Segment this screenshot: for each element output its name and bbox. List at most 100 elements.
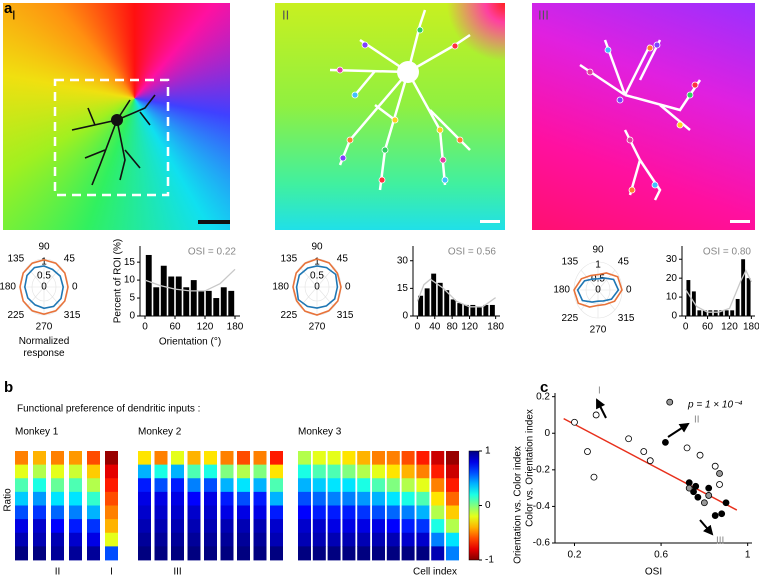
heat-cell [154, 478, 168, 493]
x-axis-label: Cell index [413, 567, 457, 578]
x-tick-label: 0 [683, 322, 689, 333]
point [590, 473, 598, 481]
heat-cell [220, 464, 234, 479]
colorbar-label: Orientation vs. Color index [513, 446, 524, 564]
scale-bar [730, 220, 750, 223]
heat-cell [270, 451, 283, 466]
point [584, 448, 591, 455]
heat-cell [386, 505, 400, 520]
heat-cell [270, 546, 283, 561]
heat-cell [187, 532, 201, 547]
angle-label: 180 [272, 282, 289, 293]
x-tick-label: 0.6 [654, 550, 668, 561]
heat-cell [342, 464, 356, 479]
bar [145, 254, 152, 316]
x-axis-label: OSI [645, 567, 662, 578]
y-axis-label: Color vs. Orientation index [525, 409, 536, 527]
y-tick-label: 15 [397, 283, 409, 294]
heat-cell [416, 505, 430, 520]
bar [470, 304, 476, 316]
y-tick-label: 0 [129, 311, 135, 322]
point [711, 462, 719, 470]
heat-cell [342, 478, 356, 493]
heat-cell [171, 505, 184, 520]
angle-label: 225 [562, 313, 579, 324]
point [718, 510, 726, 518]
heat-cell [446, 505, 459, 520]
scale-bar [480, 220, 500, 223]
angle-label: 315 [64, 310, 81, 321]
heat-cell [69, 505, 82, 520]
angle-label: 135 [562, 256, 579, 267]
y-tick-label: 15 [124, 257, 136, 268]
y-tick-label: -0.4 [533, 501, 551, 512]
heat-cell [33, 491, 46, 506]
heat-cell [312, 464, 326, 479]
heat-cell [187, 505, 201, 520]
heat-cell [298, 505, 311, 520]
heat-cell [327, 491, 341, 506]
input-site [451, 42, 459, 50]
image-label: III [538, 7, 549, 22]
bar [175, 276, 182, 316]
angle-label: 270 [590, 325, 607, 336]
bar [160, 265, 167, 316]
heat-cell [220, 478, 234, 493]
heat-cell [105, 464, 118, 479]
heat-cell [446, 451, 459, 466]
heat-cell [69, 478, 82, 493]
bar [735, 298, 740, 316]
input-site [628, 186, 636, 194]
heat-cell [105, 491, 118, 506]
bar [153, 287, 160, 316]
heat-cell [431, 491, 445, 506]
heat-cell [51, 478, 64, 493]
heat-cell [416, 464, 430, 479]
heat-cell [327, 505, 341, 520]
heat-cell [154, 546, 168, 561]
image-label: I [12, 7, 16, 22]
heat-cell [298, 546, 311, 561]
heat-cell [87, 505, 100, 520]
y-tick-label: 0.2 [536, 391, 550, 402]
soma [397, 61, 419, 83]
bar [213, 298, 220, 316]
heat-cell [372, 451, 385, 466]
point-label: I [598, 386, 601, 397]
heat-cell [298, 478, 311, 493]
heat-cell [446, 491, 459, 506]
heat-cell [204, 491, 217, 506]
group-label: Monkey 3 [298, 427, 342, 438]
point [683, 444, 691, 452]
annotation: OSI = 0.56 [448, 247, 497, 258]
r-tick-label: 1 [314, 257, 320, 268]
y-tick-label: -0.6 [533, 538, 551, 549]
heat-cell [312, 451, 326, 466]
x-tick-label: 120 [197, 322, 214, 333]
heat-cell [237, 478, 250, 493]
heat-cell [204, 546, 217, 561]
heat-cell [327, 519, 341, 534]
heat-cell [357, 546, 371, 561]
heat-cell [401, 532, 415, 547]
polar-ring [31, 272, 57, 302]
polar-curve [292, 258, 342, 316]
heat-cell [220, 519, 234, 534]
heat-cell [204, 505, 217, 520]
heat-cell [357, 451, 371, 466]
heat-cell [154, 464, 168, 479]
heat-cell [401, 505, 415, 520]
y-axis-label: Percent of ROI (%) [113, 239, 124, 323]
heat-cell [372, 519, 385, 534]
heat-cell [237, 532, 250, 547]
y-tick-label: 10 [666, 292, 678, 303]
panel-label: a [4, 0, 13, 17]
polar-ring [585, 275, 611, 305]
input-site [381, 146, 389, 154]
input-site [361, 41, 369, 49]
heat-cell [401, 464, 415, 479]
heat-cell [237, 505, 250, 520]
bar [168, 276, 175, 316]
heat-cell [33, 478, 46, 493]
